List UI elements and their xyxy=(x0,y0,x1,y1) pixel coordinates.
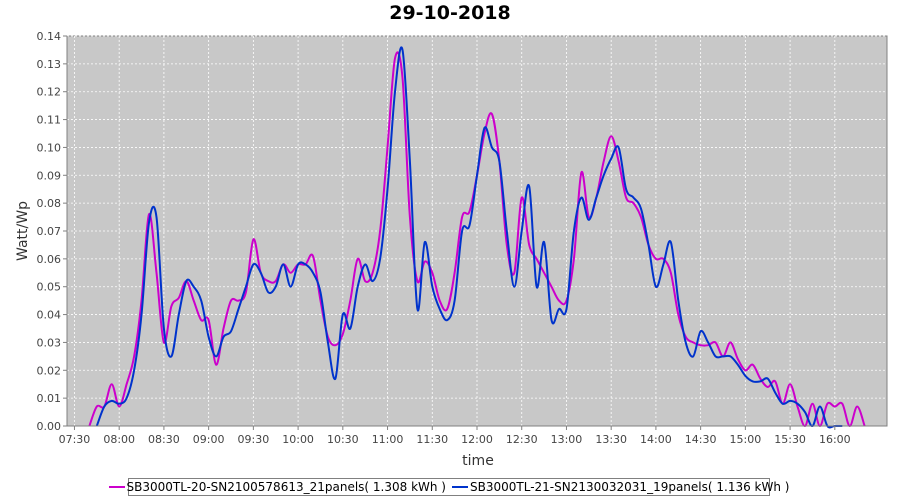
y-tick-label: 0.13 xyxy=(37,58,62,71)
y-tick-label: 0.07 xyxy=(37,225,62,238)
y-tick-label: 0.08 xyxy=(37,197,62,210)
x-tick-label: 11:30 xyxy=(416,433,448,446)
y-tick-label: 0.01 xyxy=(37,392,62,405)
x-tick-label: 13:00 xyxy=(551,433,583,446)
y-tick-label: 0.02 xyxy=(37,364,62,377)
y-axis-label: Watt/Wp xyxy=(15,201,31,261)
chart-title: 29-10-2018 xyxy=(389,2,511,24)
chart-area: 0.00 0.01 0.02 0.03 0.04 0.05 0.06 0.07 0.08 0.09… xyxy=(15,30,888,469)
x-tick-label: 09:30 xyxy=(238,433,270,446)
x-tick-label: 08:30 xyxy=(148,433,180,446)
legend-swatch xyxy=(452,486,468,488)
series-line-2 xyxy=(95,46,843,429)
x-tick-label: 10:00 xyxy=(282,433,314,446)
x-tick-label: 15:30 xyxy=(774,433,806,446)
x-axis-label: time xyxy=(462,453,494,469)
y-tick-label: 0.04 xyxy=(37,309,62,322)
legend-item-2: SB3000TL-21-SN2130032031_19panels( 1.136… xyxy=(452,480,789,494)
y-tick-label: 0.05 xyxy=(37,281,62,294)
y-tick-label: 0.03 xyxy=(37,336,62,349)
x-tick-label: 08:00 xyxy=(103,433,135,446)
x-tick-label: 12:00 xyxy=(461,433,493,446)
legend-label: SB3000TL-21-SN2130032031_19panels( 1.136… xyxy=(470,480,790,494)
x-tick-label: 09:00 xyxy=(193,433,225,446)
legend-item-1: SB3000TL-20-SN2100578613_21panels( 1.308… xyxy=(108,480,446,494)
x-tick-label: 16:00 xyxy=(819,433,851,446)
x-tick-label: 14:30 xyxy=(685,433,717,446)
y-tick-label: 0.00 xyxy=(37,420,62,433)
y-tick-label: 0.11 xyxy=(37,114,62,127)
y-tick-label: 0.14 xyxy=(37,30,62,43)
x-tick-label: 11:00 xyxy=(372,433,404,446)
legend: SB3000TL-20-SN2100578613_21panels( 1.308… xyxy=(108,478,789,496)
legend-label: SB3000TL-20-SN2100578613_21panels( 1.308… xyxy=(126,480,446,494)
x-tick-label: 14:00 xyxy=(640,433,672,446)
y-tick-label: 0.06 xyxy=(37,253,62,266)
x-tick-label: 10:30 xyxy=(327,433,359,446)
x-tick-label: 12:30 xyxy=(506,433,538,446)
y-tick-label: 0.10 xyxy=(37,141,62,154)
x-tick-label: 07:30 xyxy=(59,433,91,446)
x-tick-label: 15:00 xyxy=(730,433,762,446)
y-tick-label: 0.12 xyxy=(37,86,62,99)
legend-swatch xyxy=(108,486,125,488)
y-tick-label: 0.09 xyxy=(37,169,62,182)
x-tick-label: 13:30 xyxy=(595,433,627,446)
